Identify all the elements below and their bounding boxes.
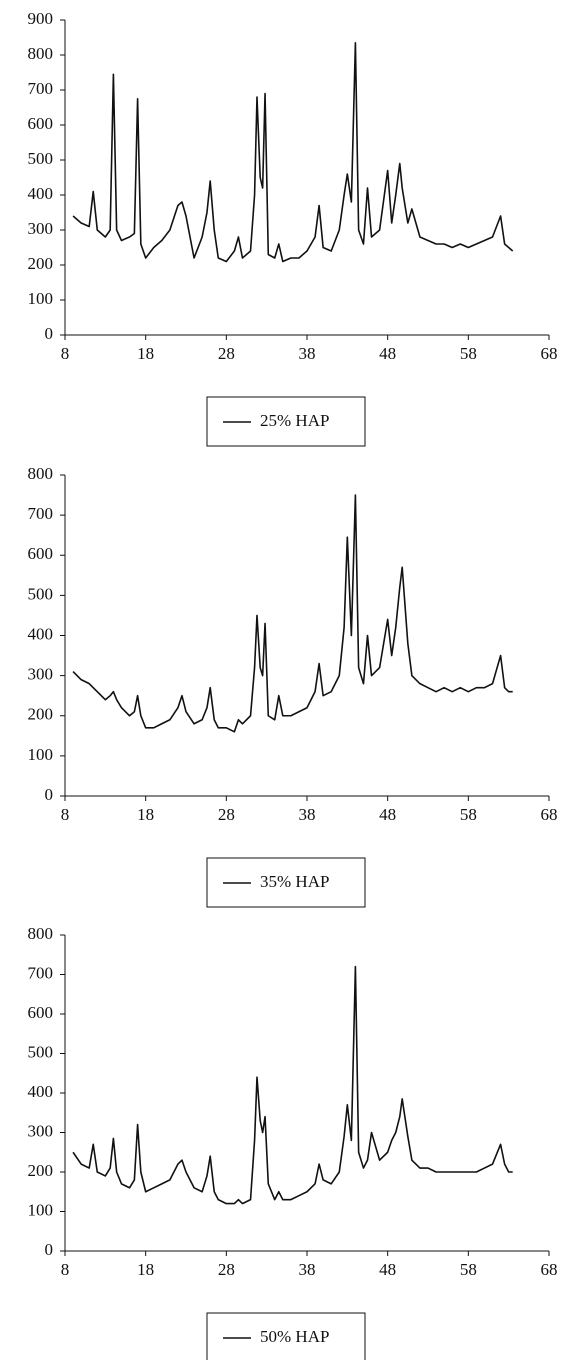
y-tick-label: 100 <box>28 1200 54 1219</box>
y-tick-label: 500 <box>28 584 54 603</box>
legend-label: 25% HAP <box>260 411 329 430</box>
x-tick-label: 58 <box>460 805 477 824</box>
x-tick-label: 58 <box>460 344 477 363</box>
y-tick-label: 0 <box>45 324 54 343</box>
y-tick-label: 0 <box>45 785 54 804</box>
chart-panel: 0 100 200 300 400 500 600 700 800 900 8 18 28 38 48 58 6… <box>28 9 558 447</box>
x-tick-label: 28 <box>218 805 235 824</box>
y-tick-label: 200 <box>28 705 54 724</box>
x-tick-label: 8 <box>61 1260 70 1279</box>
x-tick-label: 68 <box>541 805 558 824</box>
y-tick-label: 600 <box>28 544 54 563</box>
y-tick-label: 100 <box>28 289 54 308</box>
y-tick-label: 100 <box>28 745 54 764</box>
x-tick-label: 38 <box>299 344 316 363</box>
data-line <box>72 965 513 1205</box>
legend-label: 35% HAP <box>260 872 329 891</box>
x-tick-label: 18 <box>137 1260 154 1279</box>
x-tick-label: 38 <box>299 1260 316 1279</box>
y-tick-label: 600 <box>28 114 54 133</box>
x-tick-label: 8 <box>61 344 70 363</box>
y-tick-label: 0 <box>45 1240 54 1259</box>
x-tick-label: 48 <box>379 1260 396 1279</box>
data-line <box>72 41 514 263</box>
y-tick-label: 200 <box>28 254 54 273</box>
x-tick-label: 18 <box>137 805 154 824</box>
y-tick-label: 500 <box>28 149 54 168</box>
y-tick-label: 300 <box>28 219 54 238</box>
y-tick-label: 700 <box>28 504 54 523</box>
x-tick-label: 58 <box>460 1260 477 1279</box>
x-tick-label: 28 <box>218 344 235 363</box>
y-tick-label: 800 <box>28 924 54 943</box>
x-tick-label: 8 <box>61 805 70 824</box>
y-tick-label: 400 <box>28 184 54 203</box>
y-tick-label: 800 <box>28 464 54 483</box>
x-tick-label: 28 <box>218 1260 235 1279</box>
y-tick-label: 600 <box>28 1003 54 1022</box>
y-tick-label: 800 <box>28 44 54 63</box>
chart-panel: 0 100 200 300 400 500 600 700 800 8 18 28 38 48 58 68 35… <box>28 464 558 908</box>
chart-panel: 0 100 200 300 400 500 600 700 800 8 18 28 38 48 58 68 50… <box>28 924 558 1363</box>
y-tick-label: 500 <box>28 1042 54 1061</box>
y-tick-label: 700 <box>28 79 54 98</box>
y-tick-label: 400 <box>28 1082 54 1101</box>
x-tick-label: 18 <box>137 344 154 363</box>
x-tick-label: 68 <box>541 1260 558 1279</box>
x-tick-label: 48 <box>379 344 396 363</box>
y-tick-label: 300 <box>28 665 54 684</box>
legend-label: 50% HAP <box>260 1327 329 1346</box>
x-tick-label: 38 <box>299 805 316 824</box>
y-tick-label: 900 <box>28 9 54 28</box>
x-tick-label: 48 <box>379 805 396 824</box>
y-tick-label: 200 <box>28 1161 54 1180</box>
y-tick-label: 700 <box>28 963 54 982</box>
y-tick-label: 300 <box>28 1121 54 1140</box>
data-line <box>72 494 513 733</box>
y-tick-label: 400 <box>28 624 54 643</box>
x-tick-label: 68 <box>541 344 558 363</box>
